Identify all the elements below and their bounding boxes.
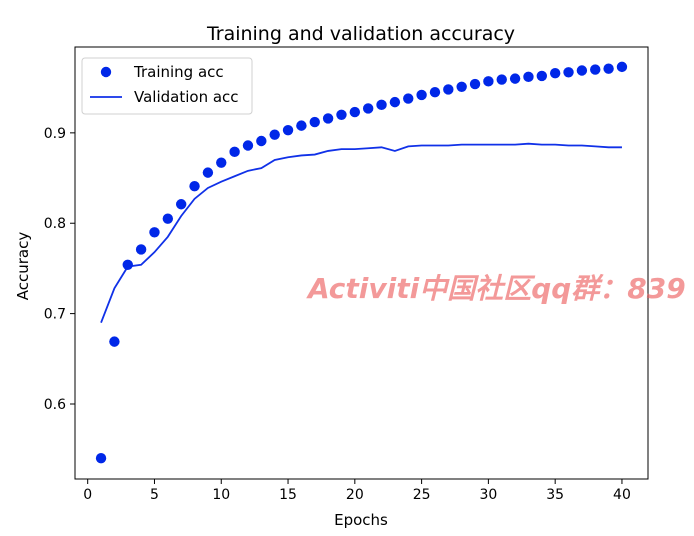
training-acc-point	[403, 93, 414, 104]
training-acc-point	[616, 61, 628, 73]
watermark-text: Activiti中国社区qq群：839	[306, 272, 686, 305]
training-acc-point	[483, 76, 494, 87]
training-acc-point	[549, 68, 561, 79]
training-acc-point	[536, 70, 548, 82]
chart-title: Training and validation accuracy	[206, 23, 515, 45]
y-axis-label: Accuracy	[14, 232, 32, 301]
training-acc-point	[282, 124, 294, 136]
training-acc-point	[189, 180, 200, 192]
training-acc-point	[443, 84, 454, 95]
training-acc-point	[296, 120, 307, 131]
training-acc-point	[576, 65, 588, 76]
y-tick-label: 0.8	[44, 216, 66, 232]
training-acc-point	[162, 213, 174, 224]
x-tick-label: 15	[279, 487, 297, 503]
training-acc-point	[229, 146, 240, 158]
training-acc-point	[456, 81, 467, 92]
training-acc-point	[429, 86, 441, 98]
training-acc-point	[149, 227, 160, 238]
training-acc-point	[322, 113, 334, 124]
training-acc-point	[122, 259, 133, 271]
x-tick-label: 20	[346, 487, 364, 503]
x-tick-label: 10	[212, 487, 230, 503]
training-acc-point	[175, 199, 187, 210]
x-axis-label: Epochs	[334, 511, 388, 529]
training-acc-point	[202, 167, 214, 178]
training-acc-point	[216, 157, 227, 168]
y-tick-label: 0.7	[44, 307, 66, 323]
training-acc-point	[590, 64, 601, 75]
x-tick-label: 25	[413, 487, 431, 503]
training-acc-point	[376, 99, 387, 111]
x-tick-label: 30	[479, 487, 497, 503]
training-acc-point	[523, 71, 534, 83]
training-acc-point	[603, 63, 614, 74]
training-acc-point	[109, 336, 120, 347]
training-acc-point	[309, 116, 320, 128]
training-acc-point	[135, 244, 147, 255]
training-acc-point	[95, 453, 107, 464]
y-tick-label: 0.9	[44, 126, 66, 142]
validation-acc-line	[100, 142, 622, 323]
x-tick-label: 5	[150, 487, 159, 503]
y-tick-label: 0.6	[44, 397, 66, 413]
legend-box	[81, 57, 253, 115]
x-tick-label: 40	[613, 487, 631, 503]
plot-area: 0 5 10 15 20 25 30 35 40 0.6 0.7 0.8 0.9	[44, 46, 649, 503]
legend-training-label: Training acc	[133, 63, 224, 81]
training-acc-point	[389, 96, 401, 108]
legend: Training acc Validation acc	[81, 57, 253, 115]
plot-frame	[74, 46, 649, 480]
training-acc-point	[563, 67, 574, 78]
training-acc-point	[349, 106, 361, 118]
x-tick-label: 0	[83, 487, 92, 503]
legend-validation-label: Validation acc	[134, 88, 239, 106]
training-acc-point	[256, 135, 267, 147]
training-acc-point	[362, 103, 374, 114]
x-tick-label: 35	[546, 487, 564, 503]
training-acc-point	[496, 74, 507, 85]
training-acc-point	[509, 73, 521, 84]
training-acc-point	[269, 129, 280, 140]
training-acc-point	[416, 89, 427, 101]
legend-training-marker	[100, 66, 112, 78]
training-acc-point	[336, 109, 347, 120]
training-acc-point	[469, 78, 481, 90]
training-acc-point	[242, 140, 254, 151]
